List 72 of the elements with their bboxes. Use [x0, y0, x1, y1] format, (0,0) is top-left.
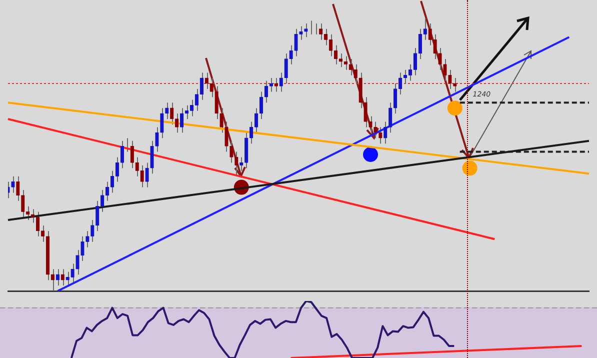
point — [363, 147, 378, 162]
point — [462, 160, 478, 176]
candlestick — [170, 102, 174, 125]
candlestick — [184, 104, 189, 120]
candlestick — [194, 88, 199, 112]
candlestick — [338, 52, 343, 68]
candlestick — [96, 200, 100, 232]
candlestick — [269, 78, 274, 92]
candlestick — [304, 22, 308, 38]
candlestick — [80, 236, 84, 262]
candlestick — [403, 69, 408, 84]
candlestick — [249, 121, 254, 144]
candlestick — [180, 108, 184, 134]
candlestick — [26, 206, 30, 221]
candlestick — [16, 176, 20, 202]
candlestick — [76, 250, 80, 276]
candlestick — [150, 140, 154, 174]
candlestick — [364, 96, 368, 128]
candlestick — [388, 102, 392, 134]
candlestick — [90, 220, 94, 242]
candlestick — [204, 72, 208, 90]
candlestick — [398, 72, 402, 95]
candlestick — [140, 164, 144, 188]
candlestick — [155, 126, 159, 152]
candlestick — [433, 34, 437, 60]
candlestick — [234, 151, 238, 177]
candlestick — [120, 140, 124, 169]
candlestick — [86, 230, 90, 248]
candlestick — [200, 72, 204, 100]
candlestick — [130, 140, 134, 169]
candlestick — [418, 28, 422, 60]
candlestick — [100, 189, 104, 212]
candlestick — [210, 78, 214, 98]
candlestick — [428, 22, 432, 46]
candlestick — [284, 52, 288, 84]
candlestick — [105, 181, 110, 202]
candlestick — [294, 28, 298, 57]
candlestick — [443, 58, 447, 82]
candlestick — [224, 121, 228, 152]
candlestick — [328, 34, 333, 57]
candlestick — [413, 48, 418, 76]
candlestick — [453, 78, 457, 92]
candlestick — [70, 263, 74, 284]
candlestick — [394, 83, 398, 114]
candlestick — [374, 121, 378, 139]
candlestick — [438, 48, 442, 70]
candlestick — [160, 108, 164, 139]
point — [447, 100, 462, 116]
candlestick — [66, 271, 70, 286]
candlestick — [115, 156, 120, 182]
candlestick — [384, 121, 388, 144]
candlestick — [378, 126, 382, 144]
candlestick — [279, 72, 283, 92]
candlestick — [448, 69, 452, 90]
candlestick — [274, 78, 278, 92]
candlestick — [220, 108, 224, 134]
candlestick — [31, 208, 35, 224]
candlestick — [368, 116, 372, 134]
candlestick — [145, 162, 149, 188]
candlestick — [230, 140, 234, 164]
candlestick — [264, 80, 268, 104]
candlestick — [259, 91, 264, 120]
candlestick — [110, 170, 114, 194]
candlestick — [254, 108, 258, 134]
candlestick — [175, 113, 179, 134]
candlestick — [36, 211, 40, 237]
candlestick — [354, 64, 358, 84]
candlestick — [21, 189, 25, 218]
candlestick — [289, 44, 293, 65]
candlestick — [214, 86, 218, 120]
candlestick — [334, 44, 338, 65]
candlestick — [11, 176, 15, 194]
